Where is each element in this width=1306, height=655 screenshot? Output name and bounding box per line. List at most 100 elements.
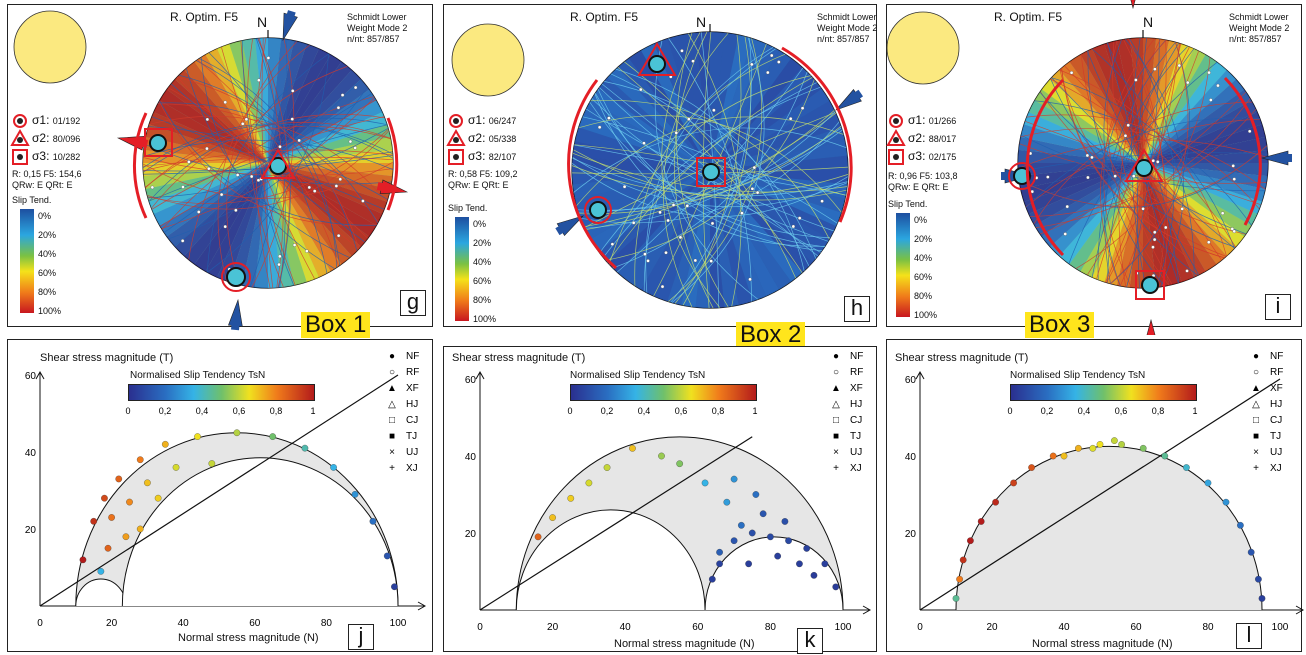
data-point (161, 440, 169, 448)
info-line: Schmidt Lower (347, 12, 407, 22)
pole-point (223, 100, 227, 105)
great-circle (206, 53, 329, 273)
y-tick-label: 40 (905, 452, 917, 463)
great-circle (151, 116, 385, 210)
great-circle (1075, 57, 1211, 269)
great-circle (578, 127, 842, 213)
data-point (115, 475, 123, 483)
pole-point (1151, 159, 1155, 163)
great-circle (1087, 50, 1199, 276)
data-point (144, 479, 151, 487)
y-tick-label: 20 (905, 529, 917, 540)
great-circle (1019, 143, 1267, 184)
sigma2-value: 80/096 (52, 134, 81, 144)
x-tick-label: 20 (986, 622, 998, 633)
data-point (391, 583, 398, 591)
great-circle (590, 99, 830, 240)
north-label-i: N (1143, 14, 1154, 30)
sigma1-row-g: σ1: 01/192 (32, 113, 80, 127)
data-point (956, 575, 963, 583)
sigma1-ring-g (221, 262, 251, 292)
xlabel-j: Normal stress magnitude (N) (178, 632, 319, 644)
great-circle (143, 149, 393, 172)
data-point (745, 560, 752, 568)
box-label-2: Box 2 (736, 322, 806, 348)
pole-point (791, 224, 796, 229)
info-line: Schmidt Lower (1229, 12, 1289, 22)
data-point (701, 479, 709, 487)
data-point (810, 571, 818, 579)
sigma1-label: σ1: (32, 113, 50, 127)
legend-symbol: △ (388, 399, 396, 410)
legend-symbol: ▲ (831, 383, 841, 394)
pole-point (1086, 175, 1090, 180)
great-circle (1100, 39, 1167, 286)
data-point (1075, 444, 1082, 452)
great-circle (177, 76, 359, 250)
y-tick-label: 20 (25, 525, 37, 536)
pole-point (307, 185, 312, 190)
north-label-h: N (696, 14, 707, 30)
slip-wedge (583, 101, 710, 170)
great-circle (585, 110, 835, 231)
colorbar-tick: 0,4 (1078, 406, 1091, 416)
data-point (796, 560, 803, 568)
pole-point (1220, 211, 1225, 215)
tick: 40% (38, 249, 57, 259)
great-circle (1025, 117, 1260, 208)
great-circle (571, 165, 849, 196)
slip-wedge (268, 163, 377, 237)
great-circle (1050, 78, 1236, 248)
great-circle (1131, 37, 1147, 289)
great-circle (170, 83, 366, 243)
colorbar-l (1010, 384, 1197, 401)
sigma3-value: 82/107 (488, 152, 517, 162)
slip-wedge (710, 67, 813, 170)
great-circle (668, 38, 752, 302)
slip-wedge (710, 32, 725, 170)
sigma3-dot (893, 154, 899, 160)
data-point (330, 464, 337, 471)
x-tick-label: 40 (1058, 622, 1070, 633)
great-circle (178, 74, 358, 251)
sigma1-value: 01/266 (928, 116, 957, 126)
info-block-g: Schmidt Lower Weight Mode 2 n/nt: 857/85… (347, 12, 407, 45)
pole-point (1164, 225, 1168, 230)
legend-label-cj: CJ (406, 415, 418, 426)
sigma2-marker-h (648, 55, 666, 73)
pole-point (277, 262, 281, 267)
legend-label-nf: NF (850, 351, 863, 362)
x-tick-label: 100 (835, 622, 852, 633)
great-circle (624, 61, 797, 279)
tick: 60% (914, 272, 933, 282)
data-point (1118, 441, 1125, 448)
quality-line-i: QRw: E QRt: E (888, 182, 949, 192)
data-point (1204, 479, 1212, 487)
data-point (136, 456, 144, 464)
great-circle (1030, 109, 1257, 218)
sigma1-dot (17, 118, 23, 124)
colorbar-tick: 0,8 (712, 406, 725, 416)
great-circle (688, 33, 742, 307)
slip-wedge (1143, 44, 1194, 163)
colorbar-tick: 0 (1007, 406, 1012, 416)
great-circle (197, 59, 339, 267)
sigma1-marker-h (589, 201, 607, 219)
sigma2-row-g: σ2: 80/096 (32, 131, 80, 145)
pole-point (1232, 177, 1237, 181)
sigma1-arrow-ne-tail (851, 89, 864, 101)
colorbar-title-l: Normalised Slip Tendency TsN (1010, 370, 1146, 381)
legend-label-xf: XF (406, 383, 419, 394)
great-circle (208, 52, 328, 274)
great-circle (571, 163, 849, 218)
slip-wedge (153, 100, 268, 163)
slip-wedge (268, 40, 307, 163)
great-circle (572, 157, 848, 207)
pole-point (687, 117, 691, 121)
great-circle (196, 60, 341, 266)
pole-point (266, 56, 271, 60)
great-circle (1034, 100, 1252, 226)
pole-point (755, 190, 760, 195)
slip-wedge (710, 58, 803, 171)
colorbar-title-i: Slip Tend. (888, 199, 928, 209)
